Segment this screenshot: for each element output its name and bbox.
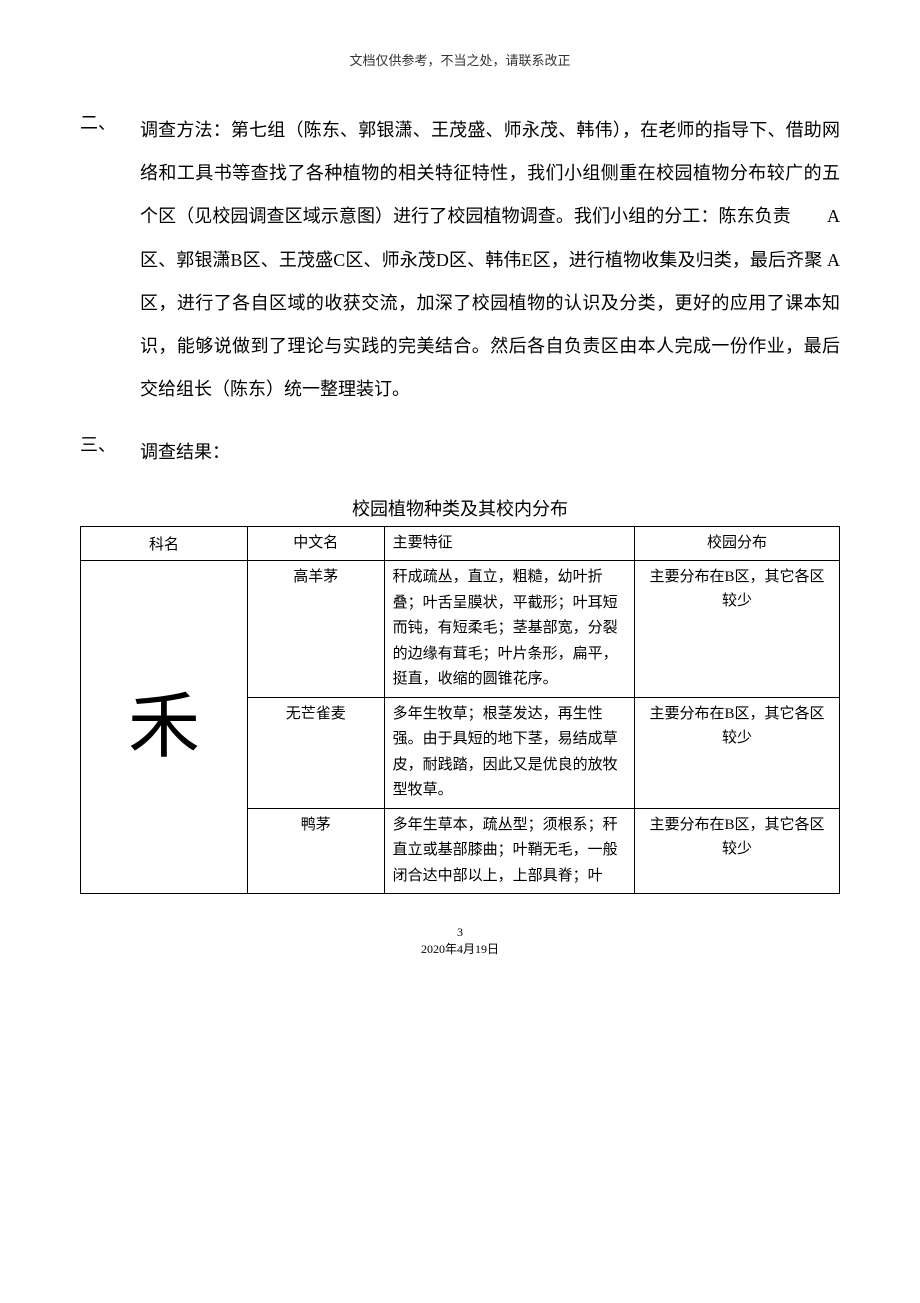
header-dist: 校园分布 — [635, 526, 840, 561]
page-number: 3 — [80, 924, 840, 941]
table-header-row: 科名 中文名 主要特征 校园分布 — [81, 526, 840, 561]
cell-name: 无芒雀麦 — [247, 697, 384, 808]
table-row: 禾 高羊茅 秆成疏丛，直立，粗糙，幼叶折叠；叶舌呈膜状，平截形；叶耳短而钝，有短… — [81, 561, 840, 698]
header-family: 科名 — [81, 526, 248, 561]
footer-date: 2020年4月19日 — [80, 941, 840, 958]
cell-feature: 多年生草本，疏丛型；须根系；秆直立或基部膝曲；叶鞘无毛，一般闭合达中部以上，上部… — [384, 808, 634, 894]
section-number-3: 三、 — [80, 431, 140, 457]
cell-name: 鸭茅 — [247, 808, 384, 894]
plant-table: 科名 中文名 主要特征 校园分布 禾 高羊茅 秆成疏丛，直立，粗糙，幼叶折叠；叶… — [80, 526, 840, 895]
section-body-3: 调查结果： — [140, 431, 840, 474]
cell-feature: 多年生牧草；根茎发达，再生性强。由于具短的地下茎，易结成草皮，耐践踏，因此又是优… — [384, 697, 634, 808]
cell-dist: 主要分布在B区，其它各区较少 — [635, 561, 840, 698]
table-title: 校园植物种类及其校内分布 — [80, 495, 840, 521]
header-feature: 主要特征 — [384, 526, 634, 561]
header-name: 中文名 — [247, 526, 384, 561]
section-results: 三、 调查结果： — [80, 431, 840, 474]
header-note: 文档仅供参考，不当之处，请联系改正 — [80, 50, 840, 69]
cell-name: 高羊茅 — [247, 561, 384, 698]
cell-dist: 主要分布在B区，其它各区较少 — [635, 808, 840, 894]
family-character: 禾 — [128, 687, 200, 767]
cell-family: 禾 — [81, 561, 248, 894]
cell-feature: 秆成疏丛，直立，粗糙，幼叶折叠；叶舌呈膜状，平截形；叶耳短而钝，有短柔毛；茎基部… — [384, 561, 634, 698]
section-number-2: 二、 — [80, 109, 140, 135]
section-method: 二、 调查方法：第七组（陈东、郭银潇、王茂盛、师永茂、韩伟），在老师的指导下、借… — [80, 109, 840, 411]
section-body-2: 调查方法：第七组（陈东、郭银潇、王茂盛、师永茂、韩伟），在老师的指导下、借助网络… — [140, 109, 840, 411]
cell-dist: 主要分布在B区，其它各区较少 — [635, 697, 840, 808]
page-footer: 3 2020年4月19日 — [80, 924, 840, 958]
